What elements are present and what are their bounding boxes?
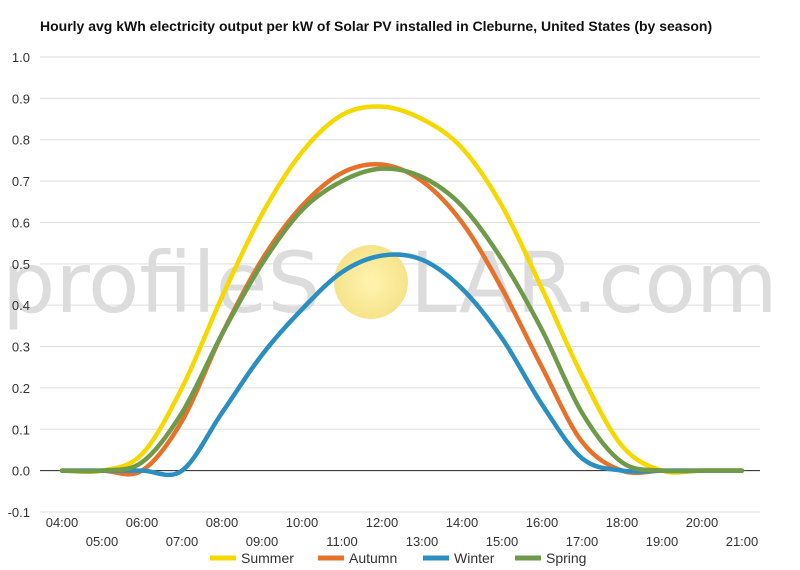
y-tick-label: 1.0 xyxy=(12,50,30,65)
gridlines xyxy=(40,56,760,513)
y-tick-label: -0.1 xyxy=(8,505,30,520)
x-tick-label: 11:00 xyxy=(326,534,358,549)
y-tick-label: 0.9 xyxy=(12,91,30,106)
series-lines xyxy=(59,104,745,478)
y-tick-label: 0.8 xyxy=(12,133,30,148)
x-tick-label: 05:00 xyxy=(86,534,119,549)
y-axis-labels: -0.1 0.0 0.1 0.2 0.3 0.4 0.5 0.6 0.7 0.8 0.9 1.0 xyxy=(8,50,30,520)
x-tick-label: 12:00 xyxy=(366,515,399,530)
x-tick-label: 08:00 xyxy=(206,515,239,530)
x-tick-label: 21:00 xyxy=(726,534,759,549)
y-tick-label: 0.0 xyxy=(12,464,30,479)
y-tick-label: 0.4 xyxy=(12,298,30,313)
watermark-right: LAR.com xyxy=(410,234,778,332)
x-tick-label: 09:00 xyxy=(246,534,279,549)
x-tick-label: 17:00 xyxy=(566,534,599,549)
y-tick-label: 0.3 xyxy=(12,340,30,355)
x-tick-label: 14:00 xyxy=(446,515,479,530)
y-tick-label: 0.5 xyxy=(12,257,30,272)
legend: Summer Autumn Winter Spring xyxy=(210,550,586,566)
x-tick-label: 20:00 xyxy=(686,515,719,530)
chart-title: Hourly avg kWh electricity output per kW… xyxy=(40,18,713,34)
y-tick-label: 0.2 xyxy=(12,381,30,396)
x-tick-label: 13:00 xyxy=(406,534,439,549)
x-tick-label: 15:00 xyxy=(486,534,519,549)
x-tick-label: 04:00 xyxy=(46,515,79,530)
legend-label-winter: Winter xyxy=(454,550,495,566)
x-tick-label: 16:00 xyxy=(526,515,559,530)
x-tick-label: 19:00 xyxy=(646,534,679,549)
series-line-winter xyxy=(59,252,745,478)
series-line-summer xyxy=(59,104,745,475)
y-tick-label: 0.7 xyxy=(12,174,30,189)
y-tick-label: 0.1 xyxy=(12,422,30,437)
x-tick-label: 10:00 xyxy=(286,515,319,530)
watermark: profileS LAR.com xyxy=(2,234,778,332)
legend-label-autumn: Autumn xyxy=(349,550,397,566)
legend-label-spring: Spring xyxy=(546,550,586,566)
legend-label-summer: Summer xyxy=(241,550,294,566)
x-tick-label: 06:00 xyxy=(126,515,159,530)
series-line-spring xyxy=(59,166,745,474)
y-tick-label: 0.6 xyxy=(12,215,30,230)
x-axis-labels: 04:00 05:00 06:00 07:00 08:00 09:00 10:00 11:00… xyxy=(46,515,759,549)
x-tick-label: 18:00 xyxy=(606,515,639,530)
x-tick-label: 07:00 xyxy=(166,534,199,549)
